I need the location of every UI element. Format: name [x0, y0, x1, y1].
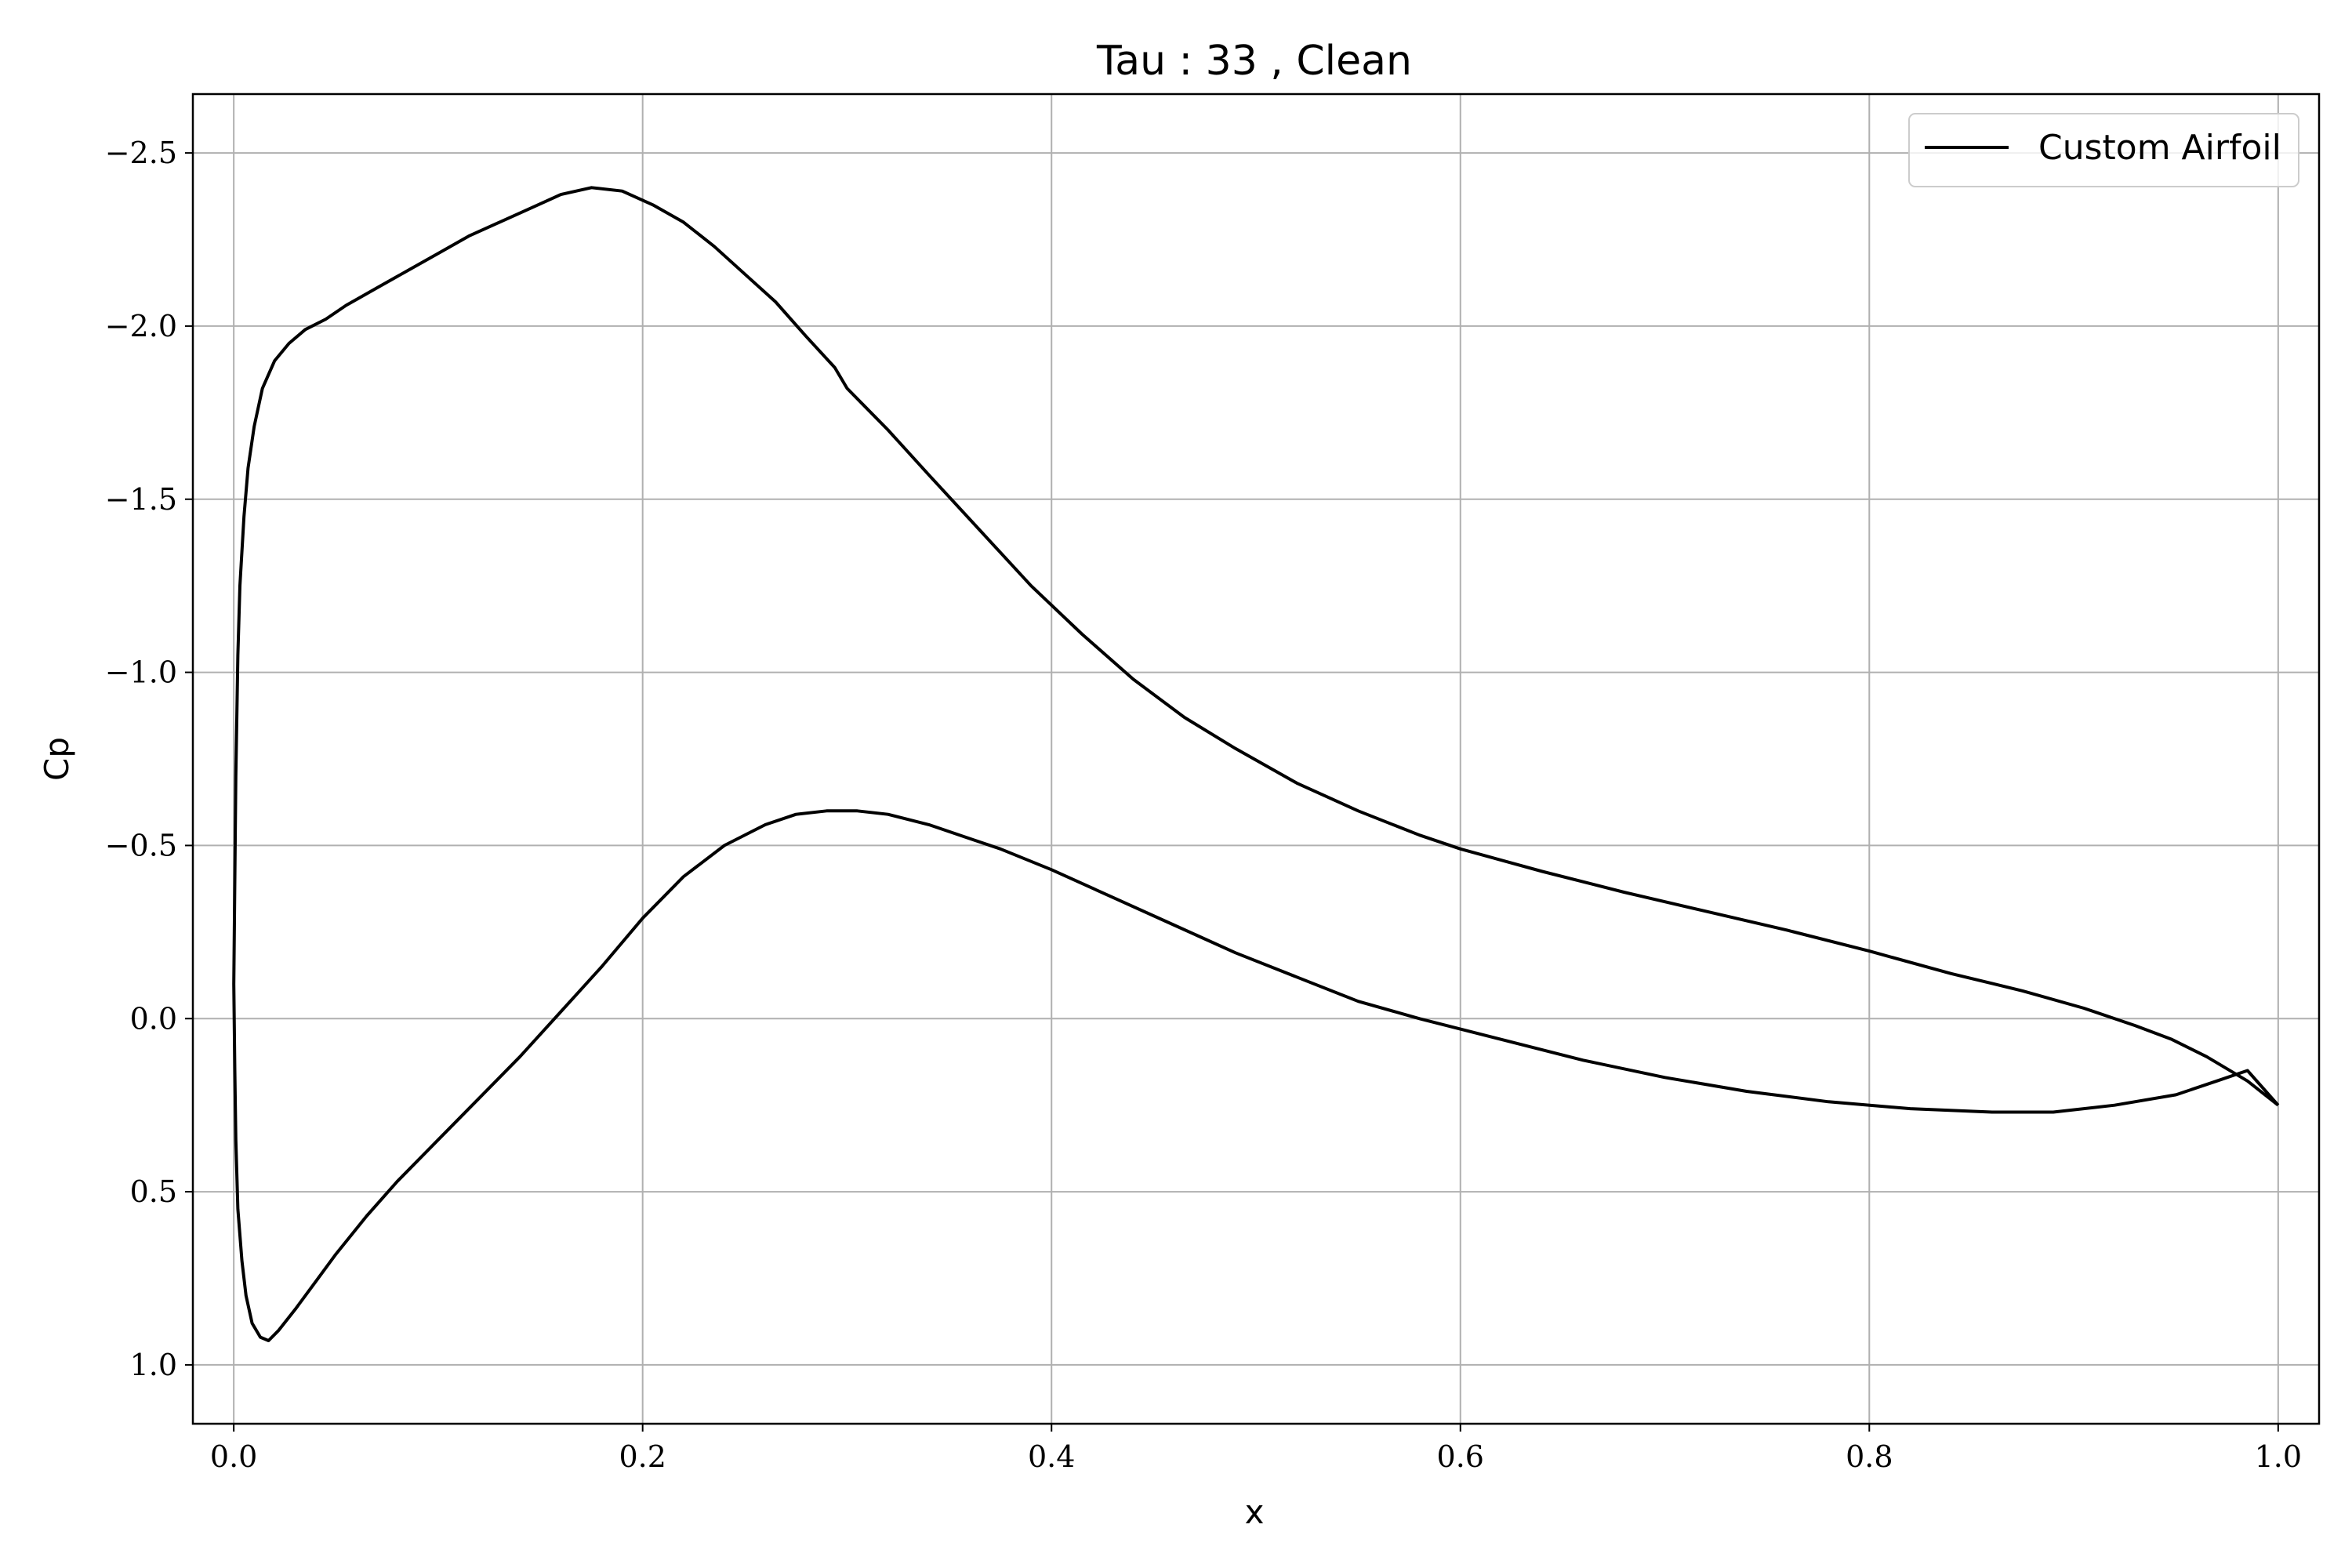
y-axis-label: Cp [38, 737, 76, 781]
x-tick-label-0: 0.0 [210, 1439, 257, 1474]
legend-entry-custom-airfoil: Custom Airfoil [2038, 128, 2281, 168]
chart-title: Tau : 33 , Clean [1096, 38, 1412, 85]
y-tick-label-2: −1.5 [105, 482, 177, 517]
legend-box [1908, 113, 2299, 187]
y-tick-label-1: −2.0 [105, 309, 177, 343]
legend: Custom Airfoil [1908, 113, 2299, 187]
x-tick-label-4: 0.8 [1846, 1439, 1893, 1474]
x-tick-label-5: 1.0 [2255, 1439, 2302, 1474]
y-tick-label-3: −1.0 [105, 655, 177, 690]
x-tick-label-2: 0.4 [1028, 1439, 1075, 1474]
y-tick-label-7: 1.0 [130, 1348, 177, 1382]
grid [193, 94, 2319, 1424]
plot-area-frame [191, 93, 2321, 1425]
y-tick-label-6: 0.5 [130, 1174, 177, 1209]
axis-ticks: 0.0 0.2 0.4 0.6 0.8 1.0 −2.5 −2.0 −1.5 −1.0 −0.5 0.… [105, 136, 2302, 1474]
series-line-custom-airfoil [232, 186, 2280, 1342]
x-tick-label-3: 0.6 [1437, 1439, 1484, 1474]
x-axis-label: x [1245, 1493, 1265, 1531]
y-tick-label-4: −0.5 [105, 828, 177, 862]
y-tick-label-5: 0.0 [130, 1001, 177, 1036]
x-tick-label-1: 0.2 [619, 1439, 666, 1474]
y-tick-label-0: −2.5 [105, 136, 177, 170]
